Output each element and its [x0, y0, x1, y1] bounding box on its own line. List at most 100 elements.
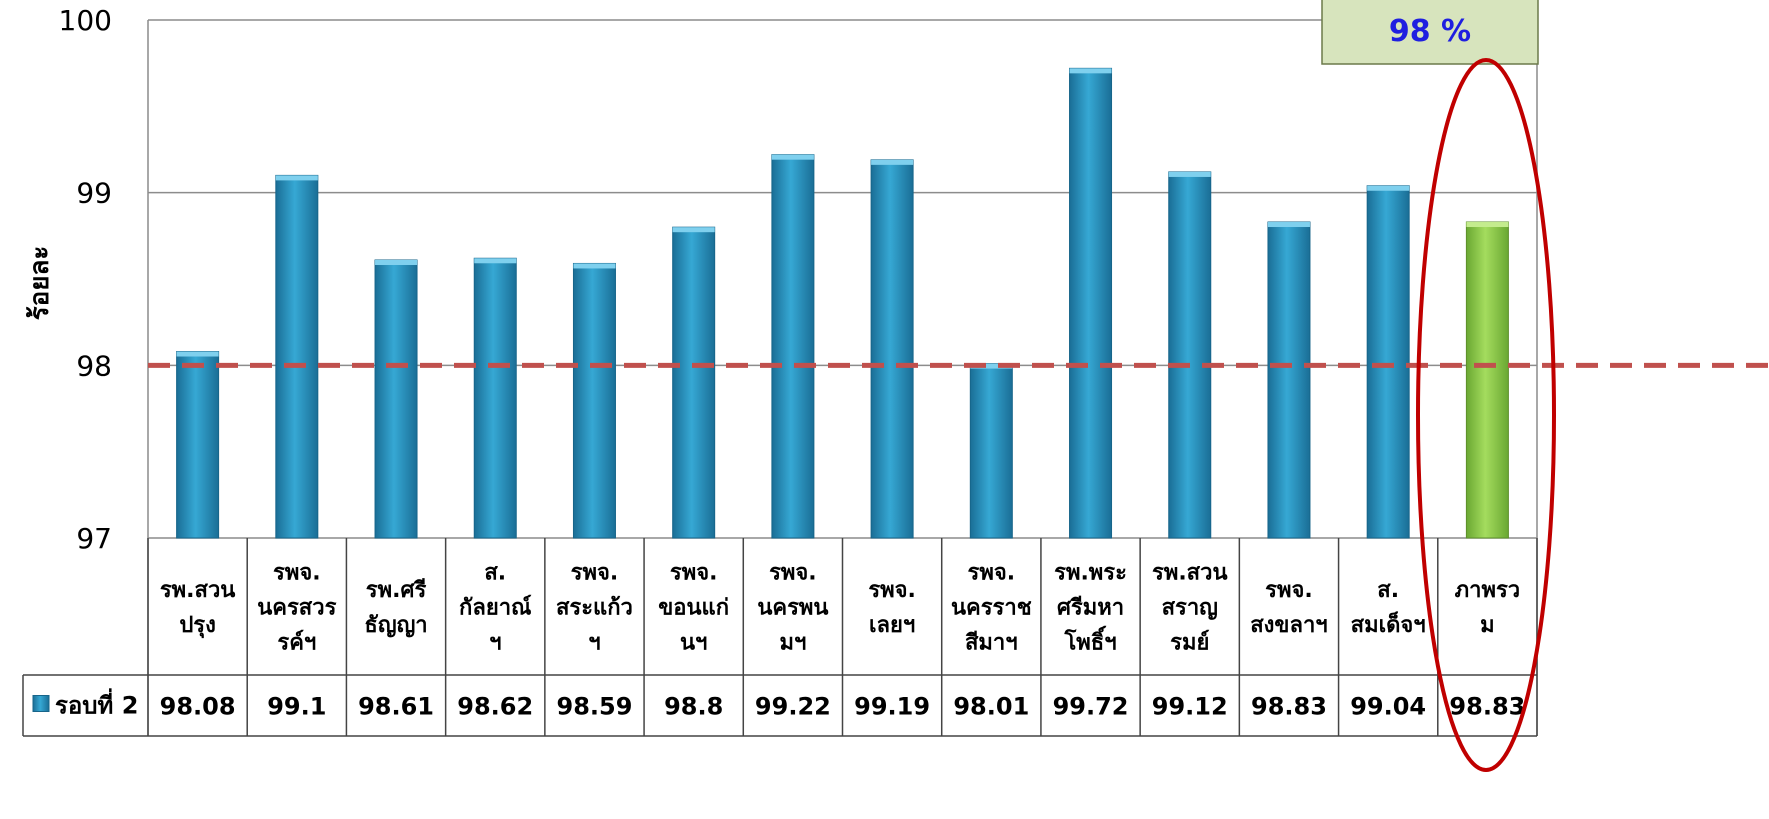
y-axis-ticks: 97 98 99 100 — [59, 4, 112, 555]
category-label-line: เลยฯ — [869, 613, 915, 638]
bar-top-highlight — [672, 227, 715, 233]
category-label-line: รพจ. — [1265, 578, 1313, 603]
bar — [1465, 221, 1509, 539]
category-label: รพ.ศรีธัญญา — [364, 578, 427, 638]
bar-top-highlight — [573, 263, 616, 269]
category-label-line: ปรุง — [179, 613, 216, 639]
category-label-line: รค์ฯ — [277, 630, 316, 656]
category-label: รพจ. นครราชสีมาฯ — [951, 561, 1032, 656]
category-label-line: สราญ — [1162, 596, 1218, 621]
bar-top-highlight — [1267, 222, 1310, 228]
category-label-line: ธัญญา — [364, 613, 427, 638]
data-label: 99.22 — [755, 693, 831, 721]
category-label-line: นครสวร — [257, 596, 336, 621]
category-label: รพจ. สงขลาฯ — [1250, 578, 1327, 638]
category-label-line: รพจ. — [273, 561, 321, 586]
bar-top-highlight — [1367, 185, 1410, 191]
category-label-line: ส. — [484, 561, 506, 586]
category-label: รพ.พระศรีมหาโพธิ์ฯ — [1054, 561, 1127, 656]
bar-top-highlight — [871, 159, 914, 165]
category-label: รพ.สวนปรุง — [160, 578, 236, 639]
bar-top-highlight — [1168, 171, 1211, 177]
bar — [1168, 171, 1212, 539]
bar-top-highlight — [375, 260, 418, 266]
y-axis-label: ร้อยละ — [25, 246, 55, 321]
category-label-line: โพธิ์ฯ — [1063, 626, 1116, 656]
data-label: 98.59 — [557, 693, 633, 721]
bar — [275, 174, 319, 539]
category-label-line: สงขลาฯ — [1250, 613, 1327, 638]
bar — [771, 154, 815, 539]
bar — [672, 226, 716, 539]
data-label: 99.1 — [267, 693, 326, 721]
category-label: ภาพรวม — [1455, 578, 1521, 638]
data-label: 99.12 — [1152, 693, 1228, 721]
bar-top-highlight — [275, 175, 318, 181]
category-label-line: รพจ. — [769, 561, 817, 586]
category-label: ส. กัลยาณ์ฯ — [459, 561, 531, 656]
category-label-line: ศรีมหา — [1057, 596, 1124, 621]
data-label: 98.62 — [457, 693, 533, 721]
bar — [374, 259, 418, 539]
category-label-line: สีมาฯ — [965, 631, 1018, 656]
category-label-line: นครราช — [951, 596, 1032, 621]
bar — [572, 262, 616, 539]
category-label: รพจ. นครสวรรค์ฯ — [257, 561, 336, 656]
category-label: ส. สมเด็จฯ — [1351, 578, 1426, 638]
category-label-line: สระแก้ว — [556, 596, 633, 621]
category-label-line: นครพน — [757, 596, 828, 621]
target-box-rect — [1321, 0, 1539, 65]
data-table: รพ.สวนปรุง 98.08 รพจ. นครสวรรค์ฯ 99.1 รพ.ศรีธ… — [22, 538, 1538, 737]
legend-label: รอบที่ 2 — [55, 688, 138, 720]
category-label-line: ม — [1480, 613, 1495, 638]
category-label-line: ภาพรว — [1455, 578, 1521, 603]
target-label: 98 % — [1389, 14, 1471, 49]
category-label-line: รพจ. — [571, 561, 619, 586]
bar-top-highlight — [176, 351, 219, 357]
category-label-line: ฯ — [489, 631, 501, 656]
bar — [1069, 67, 1113, 539]
category-label-line: ส. — [1377, 578, 1399, 603]
y-tick-label: 97 — [76, 522, 112, 555]
bar-top-highlight — [970, 363, 1013, 369]
bar — [1366, 185, 1410, 539]
category-label: รพจ. เลยฯ — [868, 578, 916, 638]
category-label-line: รพจ. — [670, 561, 718, 586]
target-box: 98 % — [1321, 0, 1539, 65]
category-label-line: ขอนแก่ — [658, 596, 729, 621]
bar — [870, 159, 914, 539]
bar — [969, 363, 1013, 539]
data-label: 99.04 — [1350, 693, 1426, 721]
data-label: 98.01 — [953, 693, 1029, 721]
category-label-line: กัลยาณ์ — [459, 595, 531, 621]
category-label: รพ.สวนสราญรมย์ — [1152, 561, 1228, 656]
data-label: 98.08 — [160, 693, 236, 721]
category-label: รพจ. ขอนแก่นฯ — [658, 561, 729, 656]
bar-top-highlight — [1069, 68, 1112, 74]
category-label-line: รพจ. — [968, 561, 1016, 586]
bar — [473, 257, 517, 539]
data-label: 99.19 — [854, 693, 930, 721]
category-label-line: รมย์ — [1170, 630, 1209, 656]
category-label: รพจ. นครพนมฯ — [757, 561, 828, 656]
category-label-line: นฯ — [680, 631, 707, 656]
data-label: 98.83 — [1251, 693, 1327, 721]
category-label: รพจ. สระแก้วฯ — [556, 561, 633, 656]
category-label-line: มฯ — [779, 631, 806, 656]
y-tick-label: 98 — [76, 349, 112, 382]
bar-top-highlight — [771, 154, 814, 160]
highlight-ellipse — [1416, 58, 1556, 772]
legend-swatch — [32, 695, 50, 712]
data-label: 99.72 — [1053, 693, 1129, 721]
bar-top-highlight — [1466, 222, 1509, 228]
y-tick-label: 100 — [59, 4, 112, 37]
category-label-line: สมเด็จฯ — [1351, 610, 1426, 638]
bar-top-highlight — [474, 258, 517, 264]
bars — [176, 67, 1509, 539]
bar — [176, 351, 220, 539]
category-label-line: รพ.สวน — [1152, 561, 1228, 586]
data-label: 98.8 — [664, 693, 723, 721]
bar — [1267, 221, 1311, 539]
y-tick-label: 99 — [76, 177, 112, 210]
